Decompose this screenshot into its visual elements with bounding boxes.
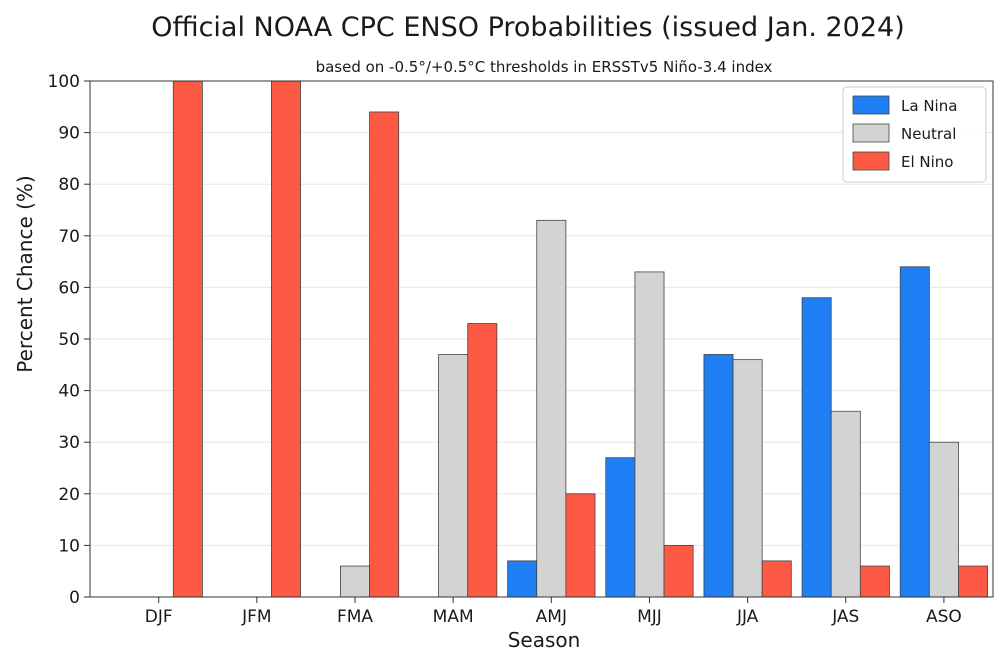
y-tick-label: 100 [48,72,80,92]
legend: La Nina Neutral El Nino [842,86,987,183]
y-ticks: 0 10 20 30 40 50 60 70 80 90 100 [48,72,90,608]
legend-swatch [852,151,890,171]
bar-la-nina-jja [703,354,734,598]
y-tick-label: 0 [69,588,80,608]
x-tick-label: JAS [831,607,859,627]
x-tick-label: FMA [337,607,373,627]
x-tick-label: JFM [241,607,271,627]
y-tick-label: 90 [58,124,80,144]
bar-neutral-fma [340,565,370,598]
bar-neutral-jja [732,359,763,598]
legend-swatch [852,95,890,115]
x-tick-label: DJF [145,607,173,627]
chart-subtitle: based on -0.5°/+0.5°C thresholds in ERSS… [316,58,773,76]
bar-el-nino-mjj [663,545,694,598]
bar-neutral-jas [830,410,861,598]
bars [172,80,989,598]
bar-neutral-amj [536,219,567,598]
y-tick-label: 40 [58,382,80,402]
x-tick-label: MAM [433,607,474,627]
x-tick-label: JJA [736,607,759,627]
legend-label: Neutral [901,125,956,143]
legend-swatch [852,123,890,143]
y-tick-label: 50 [58,330,80,350]
chart-title: Official NOAA CPC ENSO Probabilities (is… [151,12,905,43]
bar-neutral-mam [438,354,469,598]
bar-el-nino-aso [958,565,989,598]
y-tick-label: 30 [58,433,80,453]
y-tick-label: 70 [58,227,80,247]
bar-el-nino-jas [859,565,890,598]
bar-el-nino-fma [369,111,400,598]
bar-la-nina-aso [899,266,930,598]
y-tick-label: 10 [58,536,80,556]
bar-el-nino-jja [761,560,792,598]
x-ticks: DJF JFM FMA MAM AMJ MJJ JJA JAS ASO [145,597,962,627]
y-axis-label: Percent Chance (%) [13,175,37,372]
bar-neutral-aso [928,441,959,598]
bar-la-nina-jas [801,297,832,598]
bar-la-nina-amj [507,560,538,598]
legend-label: El Nino [901,153,954,171]
bar-el-nino-amj [565,493,596,598]
bar-el-nino-mam [467,323,498,598]
bar-el-nino-jfm [271,80,301,598]
bar-la-nina-mjj [605,457,636,598]
legend-label: La Nina [901,97,957,115]
bar-el-nino-djf [172,80,203,598]
x-axis-label: Season [508,628,581,652]
y-tick-label: 60 [58,278,80,298]
x-tick-label: AMJ [536,607,567,627]
x-tick-label: ASO [926,607,962,627]
x-tick-label: MJJ [637,607,662,627]
y-tick-label: 80 [58,175,80,195]
y-tick-label: 20 [58,485,80,505]
bar-neutral-mjj [634,271,665,598]
